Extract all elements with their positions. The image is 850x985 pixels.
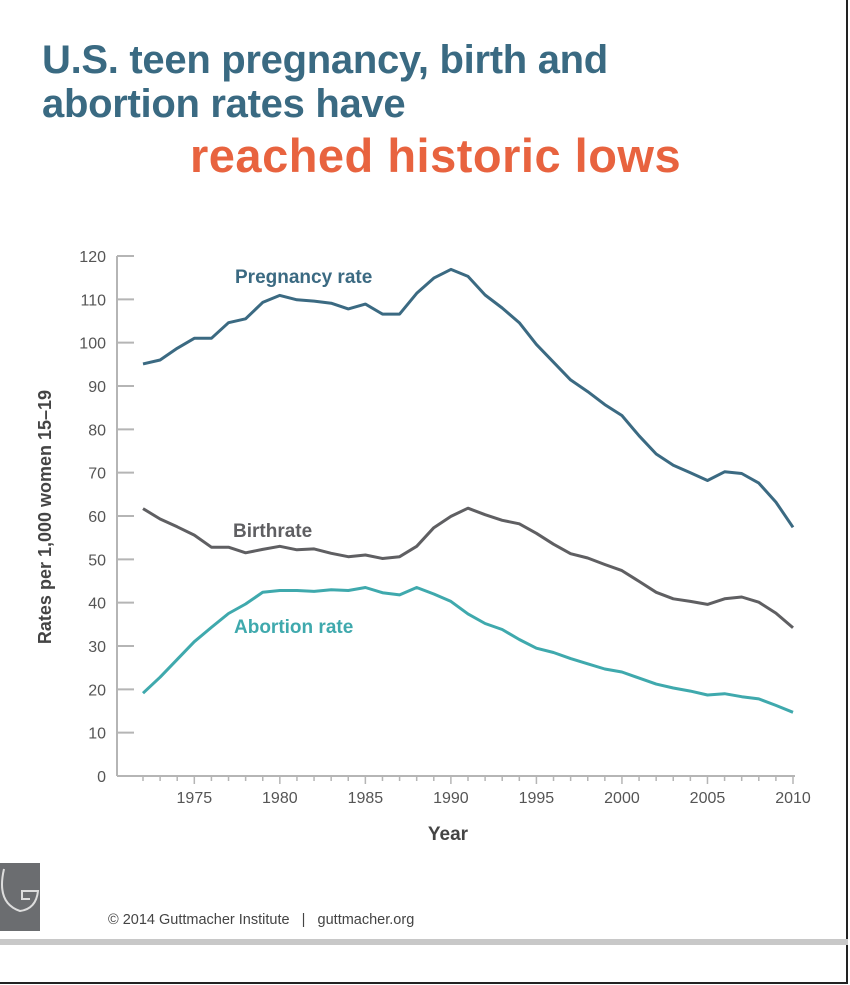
series-line-birthrate [142, 506, 794, 629]
x-tick-label: 1995 [519, 790, 555, 807]
y-tick-label: 100 [79, 336, 106, 353]
y-axis-title: Rates per 1,000 women 15–19 [35, 390, 55, 644]
x-tick-label: 1980 [262, 790, 298, 807]
guttmacher-logo [0, 863, 40, 931]
y-tick-label: 60 [88, 509, 106, 526]
title-line-2: abortion rates have [42, 82, 406, 126]
separator: | [301, 912, 306, 928]
footer-url[interactable]: guttmacher.org [317, 912, 415, 928]
x-tick-label: 1990 [433, 790, 469, 807]
y-tick-label: 50 [88, 552, 106, 569]
y-tick-label: 0 [97, 769, 106, 786]
x-tick-label: 1985 [348, 790, 384, 807]
y-tick-label: 70 [88, 466, 106, 483]
title-line-1: U.S. teen pregnancy, birth and [42, 38, 608, 82]
series-label: Birthrate [233, 521, 312, 542]
x-tick-label: 1975 [177, 790, 213, 807]
chart-title: U.S. teen pregnancy, birth and abortion … [42, 38, 608, 126]
series-line-abortion-rate [141, 586, 794, 714]
y-tick-label: 90 [88, 379, 106, 396]
y-tick-label: 40 [88, 596, 106, 613]
x-tick-label: 2005 [690, 790, 726, 807]
y-tick-label: 10 [88, 726, 106, 743]
footer-credit: © 2014 Guttmacher Institute | guttmacher… [108, 912, 414, 928]
y-tick-label: 30 [88, 639, 106, 656]
title-highlight: reached historic lows [190, 129, 682, 182]
footer-bar [0, 939, 848, 945]
x-tick-label: 2000 [604, 790, 640, 807]
x-tick-label: 2010 [775, 790, 811, 807]
logo-g-icon [0, 868, 40, 923]
series-line-pregnancy-rate [142, 267, 795, 529]
y-tick-label: 110 [80, 292, 106, 309]
y-tick-label: 20 [88, 682, 106, 699]
series-label: Abortion rate [234, 617, 353, 638]
series-label: Pregnancy rate [235, 267, 372, 288]
y-tick-label: 120 [79, 249, 106, 266]
x-axis-title: Year [428, 824, 469, 845]
copyright: © 2014 Guttmacher Institute [108, 912, 290, 928]
y-tick-label: 80 [88, 422, 106, 439]
